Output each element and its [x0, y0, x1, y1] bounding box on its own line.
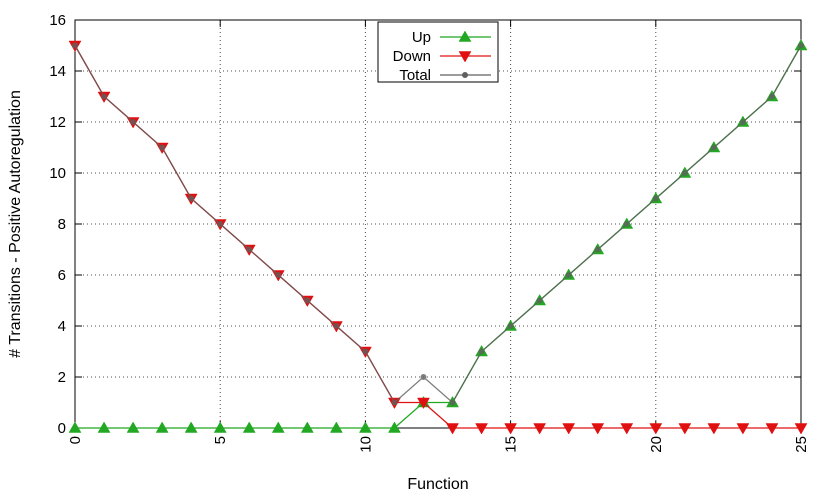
y-tick-label: 4 [58, 318, 66, 335]
series-line-up [75, 45, 802, 429]
series-layer [68, 38, 808, 435]
data-point-total [188, 195, 195, 202]
legend-marker [458, 30, 472, 42]
y-tick-label: 2 [58, 369, 66, 386]
data-point-total [594, 246, 601, 253]
data-point-down [707, 423, 721, 435]
y-tick-label: 0 [58, 420, 66, 437]
data-point-total [623, 221, 630, 227]
data-point-total [768, 93, 775, 100]
data-point-down [794, 423, 808, 435]
series-line-total [74, 45, 802, 404]
data-point-total [391, 399, 398, 406]
data-point-up [184, 421, 198, 433]
legend-label: Total [399, 67, 431, 84]
data-point-total [507, 323, 514, 329]
series-up [68, 38, 808, 433]
data-point-up [68, 421, 82, 433]
data-point-down [475, 423, 488, 435]
x-axis-title: Function [407, 476, 468, 493]
data-point-total [565, 272, 572, 278]
data-point-total [304, 297, 311, 304]
y-tick-label: 10 [49, 165, 66, 182]
legend-box [377, 21, 499, 83]
data-point-total [130, 119, 137, 125]
series-total [72, 42, 804, 406]
legend-marker [458, 51, 472, 63]
data-point-down [504, 423, 518, 435]
x-tick-label: 15 [503, 436, 520, 453]
y-tick-label: 6 [58, 267, 66, 284]
data-point-down [736, 423, 750, 435]
data-point-total [217, 221, 224, 227]
series-line-down [74, 45, 801, 429]
legend: Up Down Total [377, 21, 499, 84]
data-point-up [126, 421, 140, 433]
data-point-down [591, 423, 605, 435]
x-tick-label: 10 [357, 436, 374, 453]
data-point-total [449, 399, 456, 406]
axis-ticks: 0 2 4 6 8 10 12 14 16 0 5 10 15 20 25 [49, 12, 810, 453]
x-tick-label: 25 [793, 436, 810, 453]
data-point-total [652, 195, 659, 202]
data-point-up [97, 421, 111, 433]
y-axis-title: # Transitions - Positive Autoregulation [7, 90, 24, 358]
legend-marker [462, 72, 468, 78]
y-tick-label: 16 [49, 12, 66, 29]
data-point-total [159, 144, 166, 151]
data-point-total [72, 42, 78, 49]
data-point-down [533, 423, 547, 435]
data-point-total [798, 42, 804, 49]
data-point-up [329, 421, 343, 433]
data-point-total [536, 297, 543, 304]
data-point-up [300, 421, 314, 433]
data-point-total [681, 170, 688, 176]
series-down [68, 40, 808, 435]
data-point-total [275, 272, 282, 278]
x-tick-label: 5 [212, 436, 229, 444]
legend-label: Up [412, 29, 431, 46]
data-point-up [388, 421, 401, 433]
y-tick-label: 8 [58, 216, 66, 233]
data-point-down [620, 423, 634, 435]
data-point-up [213, 421, 227, 433]
data-point-down [678, 423, 692, 435]
y-tick-label: 14 [49, 63, 66, 80]
data-point-up [155, 421, 169, 433]
data-point-up [271, 421, 285, 433]
data-point-up [242, 421, 256, 433]
data-point-total [739, 119, 746, 125]
data-point-total [710, 144, 717, 151]
x-tick-label: 0 [67, 436, 84, 444]
data-point-down [765, 423, 779, 435]
data-point-up [358, 421, 372, 433]
legend-label: Down [393, 48, 431, 65]
data-point-total [101, 93, 108, 100]
data-point-down [562, 423, 576, 435]
y-tick-label: 12 [49, 114, 66, 131]
data-point-total [246, 246, 253, 253]
data-point-total [478, 348, 485, 355]
data-point-total [333, 323, 340, 329]
data-point-total [362, 348, 369, 355]
x-tick-label: 20 [648, 436, 665, 453]
data-point-total [420, 374, 427, 380]
data-point-down [417, 397, 430, 410]
data-point-down [649, 423, 663, 435]
data-point-down [446, 423, 459, 435]
